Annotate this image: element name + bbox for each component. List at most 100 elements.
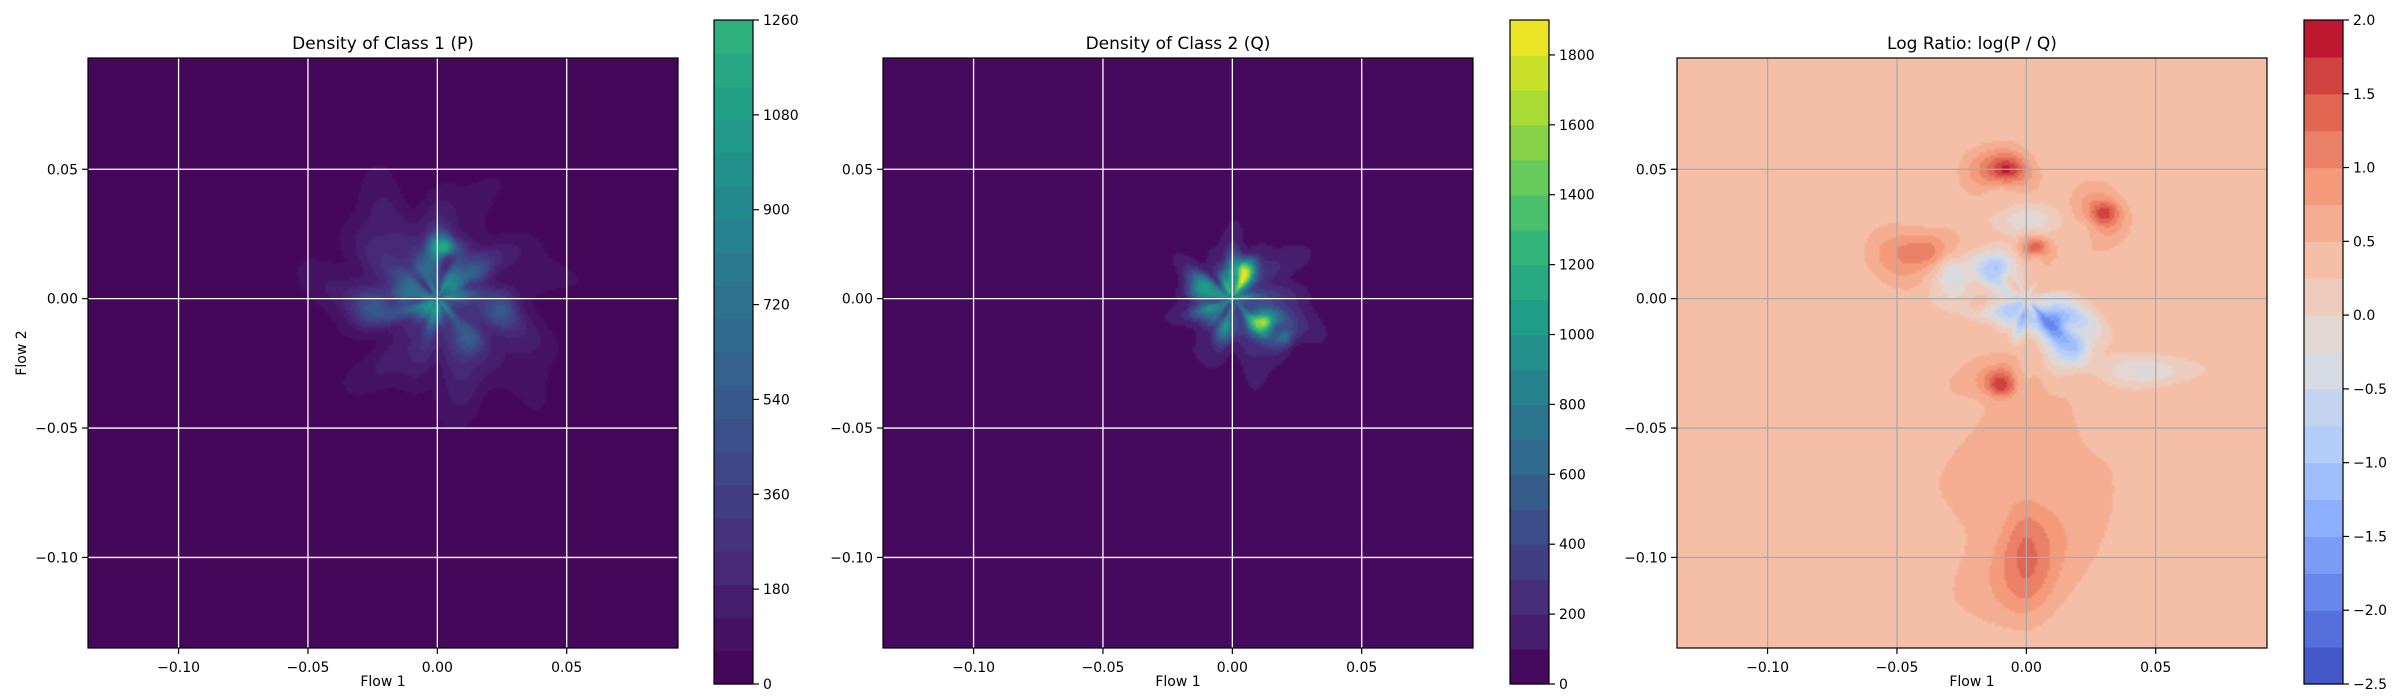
colorbar-tick-label: 1260 (763, 13, 799, 29)
colorbar-band (1510, 544, 1549, 580)
colorbar-band (714, 418, 753, 453)
colorbar-tick-label: 1080 (763, 108, 799, 124)
colorbar-band (2304, 130, 2343, 169)
colorbar-band (1510, 299, 1549, 336)
x-tick-label: 0.00 (2011, 660, 2042, 676)
colorbar-band (1510, 264, 1549, 301)
y-tick-label: 0.00 (842, 292, 873, 308)
x-tick-label: 0.00 (422, 660, 453, 676)
colorbar-band (1510, 334, 1549, 371)
colorbar-band (2304, 315, 2343, 353)
colorbar-band (2304, 241, 2343, 279)
colorbar-band (1510, 89, 1549, 126)
colorbar-bands (1510, 20, 1549, 685)
colorbar-band (714, 285, 753, 320)
colorbar-ticks: −2.5 −2.0 −1.5 −1.0 −0.5 0.0 0.5 1.0 1.5 2.0 (2343, 13, 2387, 693)
colorbar-band (2304, 93, 2343, 132)
colorbar-band (714, 252, 753, 287)
colorbar-band (1510, 159, 1549, 196)
colorbar-band (1510, 579, 1549, 615)
colorbar-bands (714, 20, 753, 685)
colorbar-band (1510, 20, 1549, 56)
chart-title: Density of Class 2 (Q) (1086, 34, 1271, 54)
colorbar-band (714, 518, 753, 552)
colorbar-tick-label: 180 (763, 582, 790, 598)
colorbar-band (2304, 610, 2343, 648)
colorbar-tick-label: 400 (1559, 537, 1586, 553)
colorbar-ticks: 0 200 400 600 800 1000 1200 1400 1600 1800 (1549, 48, 1595, 693)
colorbar-frame (1509, 19, 1550, 685)
colorbar-band (2304, 462, 2343, 501)
colorbar-band (1510, 229, 1549, 266)
x-axis-label: Flow 1 (360, 674, 405, 690)
colorbar-tick-label: 900 (763, 203, 790, 219)
colorbar-band (714, 119, 753, 154)
colorbar-band (1510, 614, 1549, 650)
colorbar-band (714, 650, 753, 685)
colorbar-band (714, 451, 753, 486)
chart-title: Log Ratio: log(P / Q) (1887, 34, 2057, 54)
colorbar-band (714, 53, 753, 87)
y-tick-label: −0.05 (1624, 421, 1667, 437)
colorbar-band (714, 186, 753, 220)
colorbar-band (714, 385, 753, 419)
log-ratio-heatmap (1677, 58, 2267, 648)
colorbar-tick-label: 600 (1559, 467, 1586, 483)
colorbar-tick-label: 0 (763, 677, 772, 693)
colorbar-band (2304, 573, 2343, 611)
x-tick-label: −0.05 (1876, 660, 1919, 676)
x-axis-ticks: −0.10 −0.05 0.00 0.05 (1746, 648, 2171, 676)
colorbar-band (714, 152, 753, 187)
colorbar-band (714, 484, 753, 519)
colorbar-bands (2304, 20, 2343, 685)
x-axis-label: Flow 1 (1949, 674, 1994, 690)
colorbar-tick-label: 540 (763, 392, 790, 408)
y-tick-label: 0.05 (842, 162, 873, 178)
y-tick-label: −0.10 (830, 550, 873, 566)
colorbar-band (1510, 369, 1549, 406)
x-tick-label: 0.05 (551, 660, 582, 676)
colorbar-tick-label: −1.5 (2353, 529, 2387, 545)
y-tick-label: −0.10 (35, 550, 78, 566)
colorbar-tick-label: 0 (1559, 677, 1568, 693)
grid-lines (88, 58, 678, 648)
x-tick-label: 0.05 (2140, 660, 2171, 676)
colorbar-band (1510, 649, 1549, 685)
x-axis-ticks: −0.10 −0.05 0.00 0.05 (952, 648, 1377, 676)
y-tick-label: 0.05 (1636, 162, 1667, 178)
colorbar: 0 200 400 600 800 1000 1200 1400 1600 1800 (1509, 19, 1595, 693)
colorbar-band (2304, 425, 2343, 464)
colorbar-band (714, 219, 753, 253)
colorbar-tick-label: 0.5 (2353, 234, 2375, 250)
colorbar-band (1510, 124, 1549, 161)
colorbar-frame (2303, 19, 2344, 685)
colorbar-band (2304, 167, 2343, 206)
colorbar-tick-label: 1000 (1559, 328, 1595, 344)
colorbar-band (2304, 204, 2343, 242)
colorbar-tick-label: −0.5 (2353, 382, 2387, 398)
colorbar-tick-label: 2.0 (2353, 13, 2375, 29)
panel-log-ratio: Log Ratio: log(P / Q) −0.10 −0.05 0.00 0.05… (1624, 13, 2387, 693)
colorbar-band (2304, 278, 2343, 316)
y-tick-label: 0.00 (1636, 292, 1667, 308)
chart-title: Density of Class 1 (P) (292, 34, 474, 54)
x-tick-label: 0.00 (1217, 660, 1248, 676)
panel-class2-density: Density of Class 2 (Q) −0.10 −0.05 0.00 0.0… (830, 19, 1595, 693)
colorbar-tick-label: 720 (763, 298, 790, 314)
x-tick-label: 0.05 (1346, 660, 1377, 676)
colorbar-band (714, 318, 753, 353)
panel-class1-density: Density of Class 1 (P) −0.10 −0.05 0.00 0.0… (14, 13, 799, 693)
colorbar-band (1510, 54, 1549, 91)
colorbar-tick-label: 1800 (1559, 48, 1595, 64)
x-tick-label: −0.10 (157, 660, 200, 676)
axes-frame (882, 57, 1474, 649)
colorbar-tick-label: −1.0 (2353, 456, 2387, 472)
colorbar-band (714, 617, 753, 652)
colorbar-tick-label: 800 (1559, 397, 1586, 413)
colorbar-band (714, 86, 753, 121)
colorbar-band (1510, 439, 1549, 475)
colorbar-band (2304, 20, 2343, 58)
colorbar-tick-label: 360 (763, 487, 790, 503)
colorbar-band (2304, 536, 2343, 574)
